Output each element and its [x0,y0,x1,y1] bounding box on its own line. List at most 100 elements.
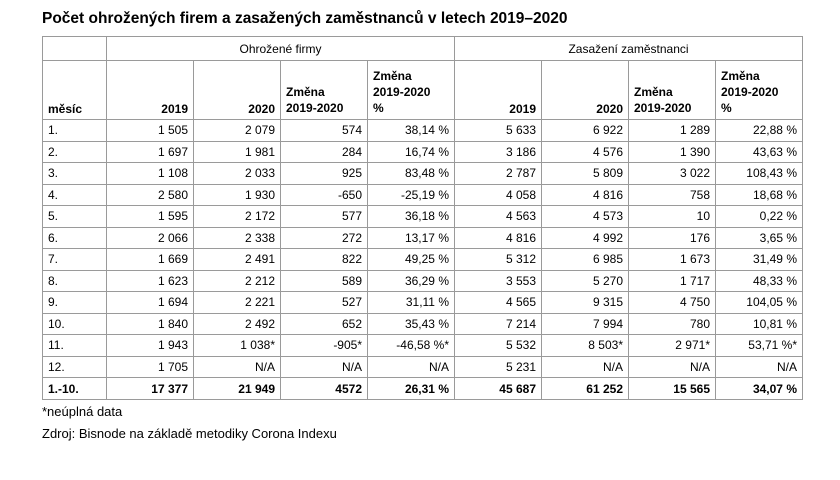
table-cell: 2 066 [106,226,194,249]
table-row: 7. 1 669 2 491 822 49,25 % 5 312 6 985 1 673 31,… [42,248,803,271]
table-cell: 0,22 % [715,205,803,228]
table-cell: 49,25 % [367,248,455,271]
table-cell: -650 [280,183,368,206]
month-cell: 9. [42,291,107,314]
table-cell: 15 565 [628,377,716,400]
table-cell: 31,49 % [715,248,803,271]
table-cell: 3,65 % [715,226,803,249]
table-cell: 4 750 [628,291,716,314]
table-cell: 53,71 %* [715,334,803,357]
table-cell: 4 565 [454,291,542,314]
table-cell: 5 633 [454,119,542,142]
table-cell: 1 390 [628,140,716,163]
table-cell: 6 922 [541,119,629,142]
column-header-label: Změna 2019-2020 % [721,69,779,115]
table-cell: 758 [628,183,716,206]
month-cell: 11. [42,334,107,357]
table-cell: 284 [280,140,368,163]
column-header-employees-2020: 2020 [541,60,629,120]
table-cell: 4 573 [541,205,629,228]
table-cell: 10 [628,205,716,228]
table-cell: 3 186 [454,140,542,163]
table-cell: 2 212 [193,269,281,292]
table-row: 1. 1 505 2 079 574 38,14 % 5 633 6 922 1 289 22,… [42,119,803,142]
table-cell: 1 623 [106,269,194,292]
footnote: *neúplná data [42,404,123,419]
table-cell: 780 [628,312,716,335]
table-cell: 17 377 [106,377,194,400]
group-header-firms: Ohrožené firmy [106,36,455,61]
table-cell: 1 108 [106,162,194,185]
table-cell: N/A [715,355,803,378]
group-header-empty [42,36,107,61]
table-cell: 10,81 % [715,312,803,335]
table-cell: 2 221 [193,291,281,314]
table-cell: 1 289 [628,119,716,142]
table-cell: 4 576 [541,140,629,163]
table-cell: 22,88 % [715,119,803,142]
table-cell: 1 697 [106,140,194,163]
month-cell: 1.-10. [42,377,107,400]
column-header-firms-2020: 2020 [193,60,281,120]
table-cell: 43,63 % [715,140,803,163]
table-cell: 5 809 [541,162,629,185]
table-row: 4. 2 580 1 930 -650 -25,19 % 4 058 4 816 758 18,… [42,183,803,206]
table-cell: 2 492 [193,312,281,335]
table-cell: 2 971* [628,334,716,357]
table-cell: 38,14 % [367,119,455,142]
month-cell: 3. [42,162,107,185]
table-cell: 48,33 % [715,269,803,292]
table-cell: 5 270 [541,269,629,292]
table-cell: 574 [280,119,368,142]
month-cell: 10. [42,312,107,335]
table-cell: N/A [280,355,368,378]
table-cell: 108,43 % [715,162,803,185]
table-cell: 1 943 [106,334,194,357]
table-cell: 36,29 % [367,269,455,292]
table-cell: 1 717 [628,269,716,292]
table-cell: 5 532 [454,334,542,357]
table-cell: 2 787 [454,162,542,185]
table-title: Počet ohrožených firem a zasažených zamě… [42,10,568,27]
table-cell: 21 949 [193,377,281,400]
table-cell: 61 252 [541,377,629,400]
table-cell: 1 930 [193,183,281,206]
group-header-row: Ohrožené firmy Zasažení zaměstnanci [42,36,803,61]
table-cell: 5 312 [454,248,542,271]
column-header-firms-2019: 2019 [106,60,194,120]
table-cell: 4572 [280,377,368,400]
table-cell: 652 [280,312,368,335]
month-cell: 5. [42,205,107,228]
group-header-employees: Zasažení zaměstnanci [454,36,803,61]
table-cell: 34,07 % [715,377,803,400]
total-row: 1.-10. 17 377 21 949 4572 26,31 % 45 687 61 25… [42,377,803,400]
table-cell: -25,19 % [367,183,455,206]
month-cell: 4. [42,183,107,206]
table-cell: 925 [280,162,368,185]
table-cell: 2 338 [193,226,281,249]
table-cell: 36,18 % [367,205,455,228]
table-cell: 527 [280,291,368,314]
table-cell: N/A [541,355,629,378]
table-row: 5. 1 595 2 172 577 36,18 % 4 563 4 573 10 0,22 % [42,205,803,228]
month-cell: 2. [42,140,107,163]
table-cell: 26,31 % [367,377,455,400]
table-cell: 13,17 % [367,226,455,249]
table-cell: 7 994 [541,312,629,335]
table-cell: 822 [280,248,368,271]
source-note: Zdroj: Bisnode na základě metodiky Coron… [42,426,337,441]
table-cell: 4 816 [454,226,542,249]
table-cell: 589 [280,269,368,292]
table-cell: 1 673 [628,248,716,271]
column-header-employees-change: Změna 2019-2020 [628,60,716,120]
table-cell: 1 669 [106,248,194,271]
table-cell: 16,74 % [367,140,455,163]
month-cell: 6. [42,226,107,249]
column-header-label: Změna 2019-2020 % [373,69,431,115]
table-cell: 6 985 [541,248,629,271]
table-cell: N/A [367,355,455,378]
column-header-employees-2019: 2019 [454,60,542,120]
table-cell: 104,05 % [715,291,803,314]
table-cell: 272 [280,226,368,249]
table-cell: 2 172 [193,205,281,228]
